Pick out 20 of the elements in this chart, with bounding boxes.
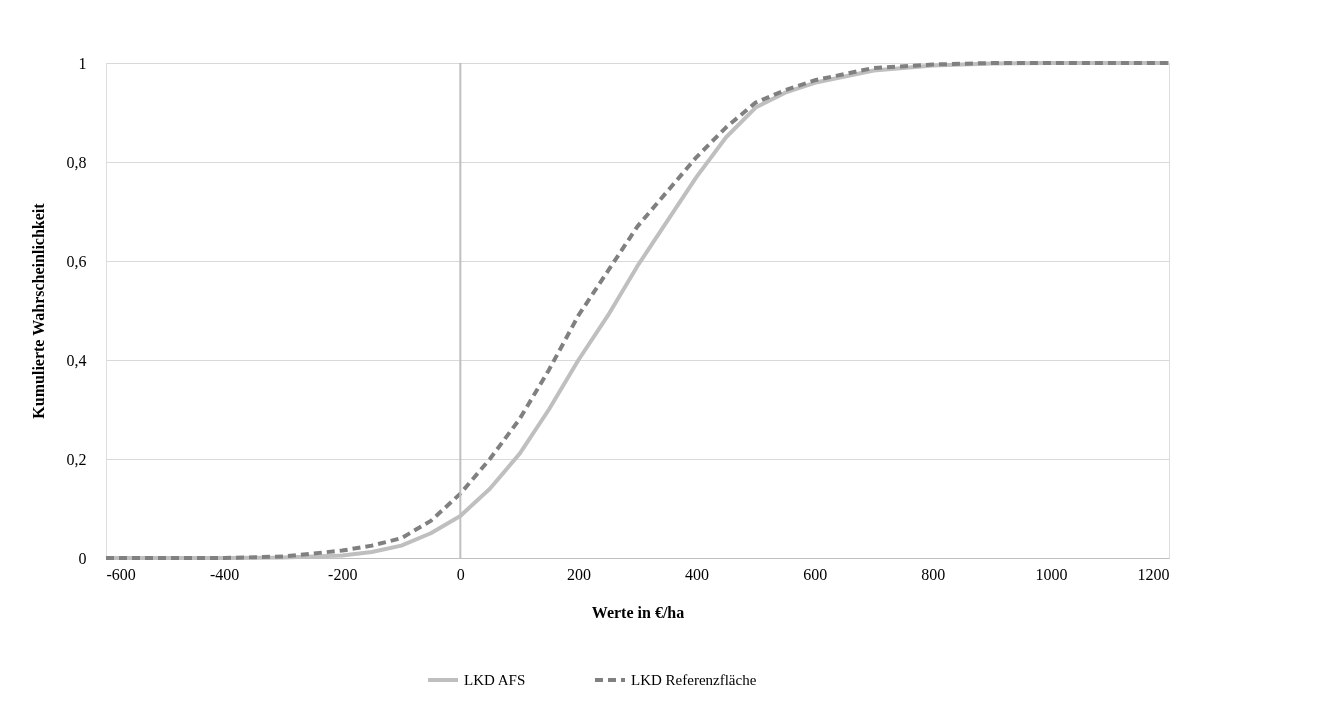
- y-tick-label: 0,2: [66, 450, 87, 468]
- x-tick-label: 600: [803, 565, 828, 583]
- y-tick-label: 0,6: [66, 252, 87, 270]
- x-tick-label: 1000: [1035, 565, 1068, 583]
- x-tick-label: 0: [456, 565, 465, 583]
- y-tick-label: 1: [78, 54, 87, 72]
- x-tick-label: -600: [106, 565, 136, 583]
- x-tick-label: 800: [921, 565, 946, 583]
- y-tick-label: 0: [78, 549, 87, 567]
- y-tick-label: 0,8: [66, 153, 87, 171]
- legend-label: LKD AFS: [464, 672, 526, 688]
- y-axis-title: Kumulierte Wahrscheinlichkeit: [29, 202, 47, 419]
- y-tick-label: 0,4: [66, 351, 87, 369]
- legend-label: LKD Referenzfläche: [631, 672, 757, 688]
- x-tick-label: 400: [685, 565, 710, 583]
- x-axis-title: Werte in €/ha: [591, 603, 685, 621]
- x-tick-label: -200: [328, 565, 358, 583]
- x-tick-label: -400: [209, 565, 240, 583]
- x-tick-label: 200: [566, 565, 591, 583]
- x-tick-label: 1200: [1137, 565, 1170, 583]
